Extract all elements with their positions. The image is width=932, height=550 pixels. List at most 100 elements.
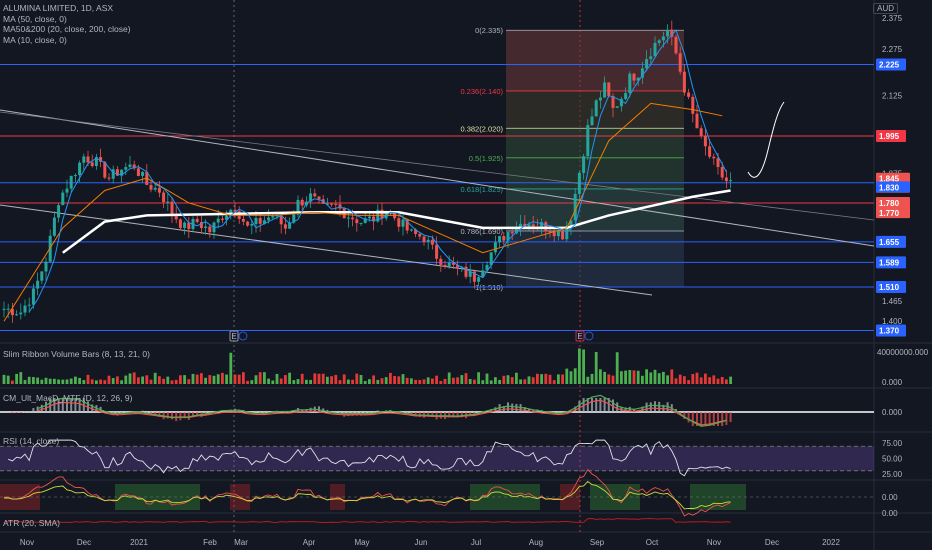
candle-body [279, 215, 283, 225]
candle-body [502, 236, 506, 241]
volume-bar [481, 380, 485, 384]
currency-badge[interactable]: AUD [873, 3, 898, 14]
volume-bar [359, 374, 363, 384]
macd-histogram-bar [158, 412, 161, 417]
candle-body [624, 93, 628, 99]
candle-body [183, 222, 187, 228]
volume-bar [221, 372, 224, 384]
macd-histogram-bar [187, 412, 190, 420]
volume-bar [6, 375, 10, 384]
macd-histogram-bar [32, 408, 35, 412]
candle-body [225, 215, 229, 220]
volume-bar [317, 373, 321, 384]
candle-body [514, 228, 518, 234]
symbol-title[interactable]: ALUMINA LIMITED, 1D, ASX [3, 3, 114, 13]
volume-bar [410, 378, 413, 384]
indicator-ma50-200[interactable]: MA50&200 (20, close, 200, close) [3, 24, 131, 34]
candle-body [477, 277, 481, 282]
volume-bar [590, 373, 594, 384]
candle-body [603, 82, 607, 98]
volume-bar [582, 349, 585, 384]
candle-body [271, 216, 275, 218]
candle-body [485, 264, 489, 271]
volume-bar [624, 370, 627, 384]
volume-bar [683, 376, 686, 384]
indicator-ma10[interactable]: MA (10, close, 0) [3, 34, 67, 45]
volume-bar [712, 375, 716, 384]
macd-histogram-bar [288, 412, 291, 413]
candle-body [577, 172, 581, 194]
earnings-marker-label: E [577, 332, 582, 341]
candle-body [636, 77, 640, 81]
volume-bar [494, 377, 497, 384]
volume-bar [2, 374, 6, 384]
candle-body [132, 164, 136, 169]
volume-bar [23, 379, 27, 384]
macd-histogram-bar [557, 412, 560, 413]
volume-bar [120, 380, 123, 384]
volume-bar [704, 373, 707, 384]
volume-bar [137, 377, 140, 384]
candle-body [275, 215, 279, 217]
candle-body [384, 210, 388, 219]
candle-body [40, 271, 44, 281]
macd-histogram-bar [213, 410, 215, 412]
macd-histogram-bar [15, 412, 18, 414]
macd-histogram-bar [120, 412, 123, 414]
dividend-marker [584, 331, 594, 341]
candle-body [250, 223, 254, 226]
ma-200-line [62, 189, 731, 254]
macd-histogram-bar [24, 411, 26, 412]
time-axis-tick: Jun [415, 538, 428, 547]
trendline-upper [0, 109, 875, 247]
candle-body [36, 280, 40, 289]
rsi-line [8, 439, 731, 477]
candle-body [598, 97, 602, 101]
volume-bar [187, 379, 191, 384]
atr-pane-title[interactable]: ATR (20, SMA) [3, 518, 60, 528]
macd-histogram-bar [78, 398, 81, 412]
volume-bar [485, 373, 489, 384]
macd-pane-title[interactable]: CM_Ult_MacD_MTF (D, 12, 26, 9) [3, 393, 133, 403]
macd-histogram-bar [57, 398, 60, 412]
macd-histogram-bar [204, 412, 207, 415]
candle-body [632, 73, 636, 81]
macd-histogram-bar [532, 410, 535, 412]
time-axis-tick: May [354, 538, 369, 547]
volume-bar [515, 372, 518, 384]
earnings-marker [229, 330, 239, 342]
volume-bar [397, 376, 401, 384]
macd-histogram-bar [397, 412, 400, 414]
volume-bar [699, 377, 703, 384]
volume-bar [229, 352, 233, 384]
volume-bar [720, 376, 724, 384]
volume-bar [250, 380, 254, 384]
indicator-ma50[interactable]: MA (50, close, 0) [3, 13, 67, 24]
volume-bar [69, 378, 73, 384]
volume-bar [376, 379, 380, 384]
earnings-marker [575, 330, 585, 342]
candle-body [372, 216, 376, 222]
volume-pane-title[interactable]: Slim Ribbon Volume Bars (8, 13, 21, 0) [3, 349, 150, 359]
volume-bar [368, 379, 371, 384]
volume-bar [330, 376, 333, 384]
volume-bar [536, 373, 539, 384]
volume-bar [456, 377, 459, 384]
macd-histogram-bar [448, 412, 451, 418]
candle-body [435, 244, 439, 259]
candle-body [19, 312, 23, 315]
volume-bar [540, 374, 543, 384]
volume-bar [313, 373, 317, 384]
volume-bar [678, 374, 682, 384]
oscillator-slow-line [3, 480, 731, 510]
time-axis-tick: Feb [203, 538, 217, 547]
macd-histogram-bar [36, 406, 39, 412]
volume-bar [95, 380, 98, 384]
candle-body [506, 232, 510, 241]
macd-histogram-bar [19, 412, 22, 413]
time-axis-tick: Nov [707, 538, 721, 547]
candle-body [594, 100, 598, 117]
rsi-pane-title[interactable]: RSI (14, close) [3, 436, 60, 446]
candle-body [141, 172, 145, 176]
